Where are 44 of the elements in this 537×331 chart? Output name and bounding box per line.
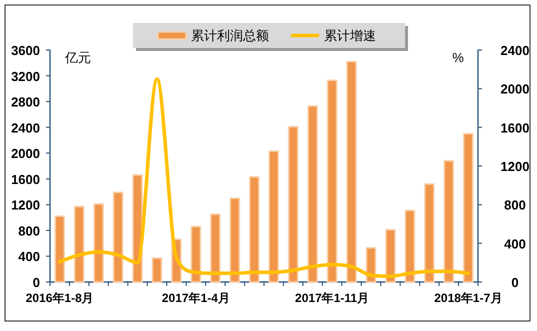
bar bbox=[346, 60, 357, 283]
y2-tick-label: 1200 bbox=[500, 159, 530, 174]
bar bbox=[385, 229, 396, 283]
bar bbox=[249, 176, 260, 283]
legend-label: 累计增速 bbox=[324, 28, 376, 43]
x-tick-label: 2017年1-11月 bbox=[295, 291, 370, 305]
y2-tick-label: 2400 bbox=[500, 43, 530, 58]
y-tick-label: 3200 bbox=[11, 68, 40, 84]
x-tick-label: 2016年1-8月 bbox=[26, 291, 94, 305]
y2-tick-label: 800 bbox=[504, 198, 526, 213]
y2-tick-label: 0 bbox=[511, 275, 519, 290]
bar bbox=[93, 203, 104, 283]
y-tick-label: 1600 bbox=[11, 172, 40, 187]
y-axis-title: 亿元 bbox=[64, 50, 91, 65]
bar bbox=[268, 150, 279, 283]
y-tick-label: 3600 bbox=[11, 43, 40, 58]
bar bbox=[112, 192, 124, 283]
y-tick-label: 0 bbox=[32, 275, 40, 290]
bar bbox=[190, 226, 202, 283]
bar bbox=[326, 80, 338, 283]
y-tick-label: 2800 bbox=[11, 94, 40, 110]
y-tick-label: 1200 bbox=[11, 198, 40, 213]
bar bbox=[404, 210, 416, 283]
y2-tick-label: 400 bbox=[504, 236, 526, 252]
bar bbox=[74, 206, 84, 283]
y-tick-label: 2400 bbox=[11, 120, 40, 136]
bar bbox=[444, 160, 454, 283]
bar bbox=[152, 257, 162, 283]
y2-tick-label: 1600 bbox=[500, 120, 530, 136]
y-tick-label: 800 bbox=[18, 223, 40, 238]
y2-tick-label: 2000 bbox=[500, 82, 530, 97]
bar bbox=[463, 133, 474, 283]
bar bbox=[288, 126, 298, 283]
x-tick-label: 2018年1-7月 bbox=[434, 291, 502, 305]
y-tick-label: 400 bbox=[18, 249, 40, 264]
bar bbox=[307, 105, 318, 283]
bar bbox=[54, 216, 65, 283]
x-tick-label: 2017年1-4月 bbox=[162, 291, 230, 305]
bar bbox=[210, 214, 221, 283]
y-tick-label: 2000 bbox=[11, 146, 40, 162]
y2-axis-title: % bbox=[452, 50, 464, 65]
legend-label: 累计利润总额 bbox=[191, 28, 269, 43]
bar bbox=[230, 197, 240, 283]
bar bbox=[424, 183, 435, 283]
